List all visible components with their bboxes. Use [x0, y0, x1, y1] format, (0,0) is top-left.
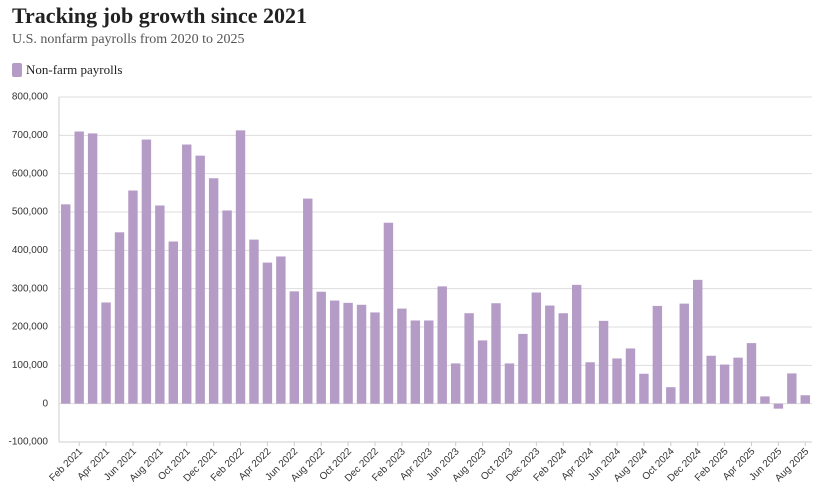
bar: [612, 358, 622, 404]
bar: [450, 363, 461, 404]
chart-subtitle: U.S. nonfarm payrolls from 2020 to 2025: [12, 32, 245, 47]
bar: [477, 340, 488, 404]
y-tick-label: 0: [42, 398, 48, 409]
y-tick-label: 100,000: [12, 360, 49, 371]
bar: [316, 291, 326, 404]
y-tick-label: 500,000: [12, 207, 49, 218]
bar: [518, 333, 528, 404]
bar: [491, 303, 501, 404]
bar: [61, 204, 71, 404]
bar: [155, 205, 165, 404]
bar: [289, 291, 300, 404]
bar: [733, 357, 743, 404]
bar: [222, 210, 232, 404]
bar: [558, 313, 568, 404]
bar: [571, 284, 582, 404]
bar: [787, 373, 797, 404]
bar: [625, 348, 636, 404]
bar: [195, 155, 205, 404]
bar: [437, 286, 447, 404]
legend-swatch: [12, 63, 22, 77]
bar: [464, 313, 474, 404]
y-tick-label: 200,000: [12, 322, 49, 333]
bar: [424, 320, 434, 404]
bar: [800, 395, 810, 404]
bar: [141, 139, 152, 404]
bar: [356, 304, 367, 404]
bar: [208, 178, 219, 404]
bar: [128, 190, 138, 404]
bar: [182, 144, 192, 404]
bar: [760, 396, 770, 404]
bar: [652, 305, 663, 404]
bar: [383, 222, 394, 404]
bar: [249, 239, 259, 404]
bar: [666, 387, 676, 404]
bar: [679, 303, 689, 404]
bar: [74, 131, 84, 404]
bar: [370, 312, 380, 404]
bar: [235, 130, 246, 404]
bar: [114, 232, 125, 404]
y-tick-label: 400,000: [12, 245, 49, 256]
bar: [773, 403, 784, 409]
y-tick-label: 600,000: [12, 168, 49, 179]
bar: [531, 292, 542, 404]
y-tick-label: 800,000: [12, 92, 49, 103]
bar: [276, 256, 286, 404]
bar: [504, 363, 515, 404]
bar: [397, 308, 407, 404]
bar: [343, 302, 353, 404]
y-tick-label: 300,000: [12, 283, 49, 294]
bar: [168, 241, 179, 404]
y-tick-label: -100,000: [9, 437, 49, 448]
chart-title: Tracking job growth since 2021: [12, 3, 307, 28]
bar: [598, 320, 609, 404]
y-tick-label: 700,000: [12, 130, 49, 141]
bar: [746, 343, 757, 404]
legend-label: Non-farm payrolls: [26, 62, 122, 77]
bar: [329, 300, 340, 404]
bar: [692, 279, 703, 404]
bar: [410, 320, 421, 404]
bar: [639, 373, 649, 404]
bar: [87, 133, 98, 404]
bar: [719, 364, 730, 404]
bar: [706, 355, 716, 404]
bar: [262, 262, 273, 404]
bar: [303, 198, 313, 404]
bar: [585, 362, 595, 404]
bar: [545, 305, 555, 404]
bar: [101, 302, 111, 404]
